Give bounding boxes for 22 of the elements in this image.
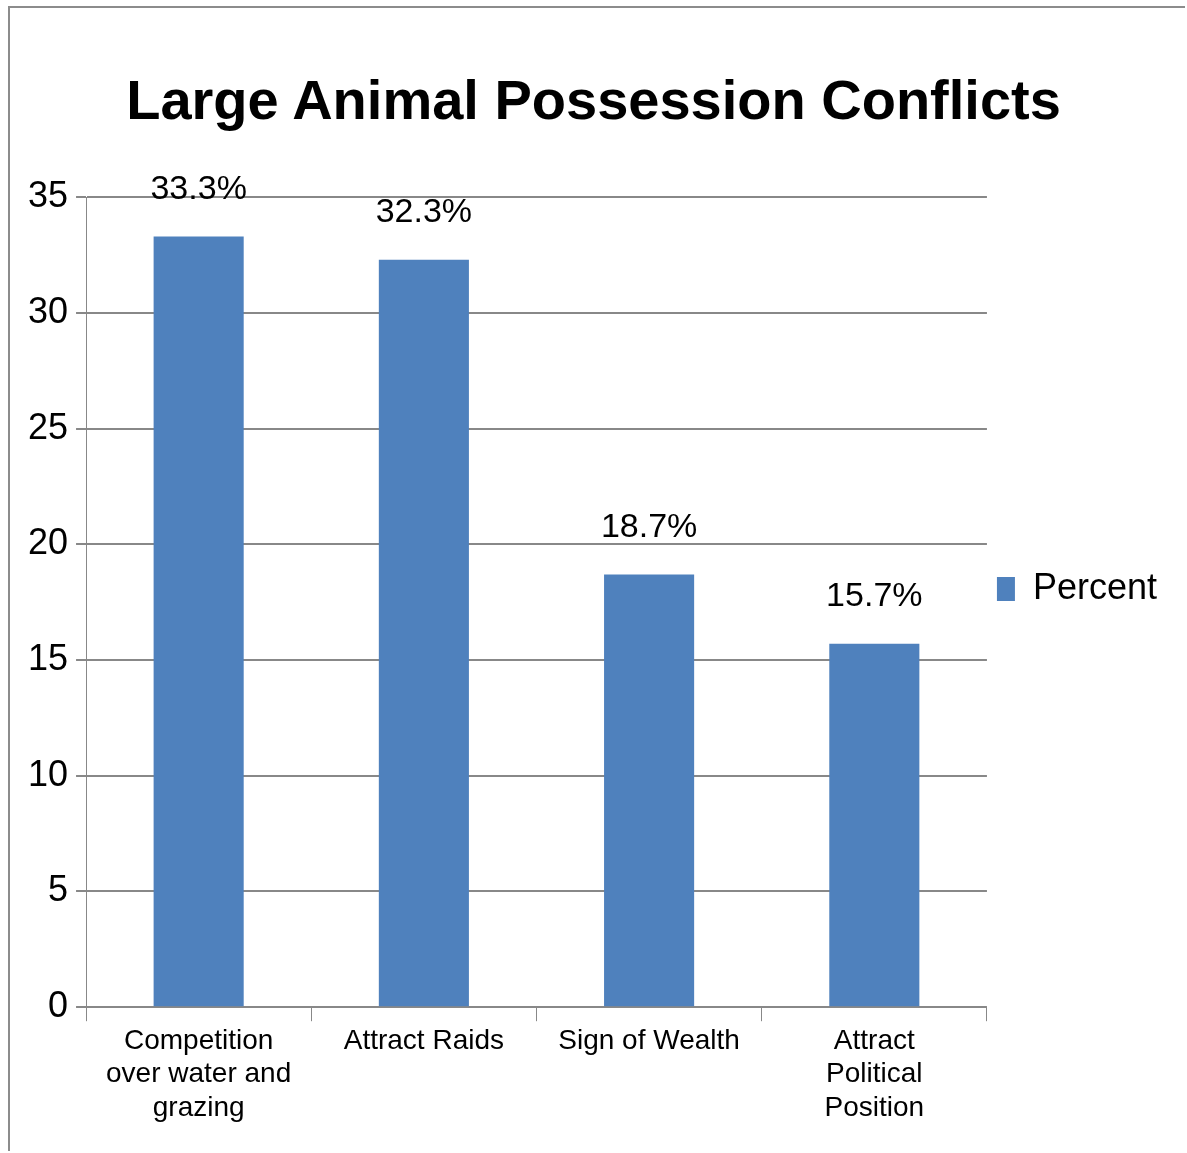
bar bbox=[153, 236, 244, 1007]
data-label: 15.7% bbox=[826, 575, 923, 614]
x-tick-label: Competition over water and grazing bbox=[106, 1023, 292, 1122]
x-tick-label: Attract Political Position bbox=[824, 1023, 925, 1122]
x-tick-label: Attract Raids bbox=[343, 1023, 505, 1055]
x-tick-label: Sign of Wealth bbox=[558, 1023, 740, 1055]
data-label: 18.7% bbox=[600, 505, 698, 544]
chart-title: Large Animal Possession Conflicts bbox=[126, 68, 1061, 132]
y-tick-label: 10 bbox=[28, 752, 69, 794]
y-tick-label: 0 bbox=[48, 984, 69, 1026]
y-tick-label: 25 bbox=[28, 405, 69, 447]
bar bbox=[378, 259, 469, 1007]
y-tick-label: 5 bbox=[48, 868, 69, 910]
bar bbox=[604, 574, 695, 1007]
legend-label: Percent bbox=[1032, 565, 1158, 607]
data-label: 33.3% bbox=[150, 167, 247, 206]
y-tick-label: 30 bbox=[28, 289, 69, 331]
y-tick-label: 35 bbox=[28, 174, 69, 216]
data-label: 32.3% bbox=[375, 191, 473, 230]
y-tick-label: 20 bbox=[28, 521, 69, 563]
bar bbox=[829, 643, 920, 1007]
y-tick-label: 15 bbox=[28, 636, 69, 678]
